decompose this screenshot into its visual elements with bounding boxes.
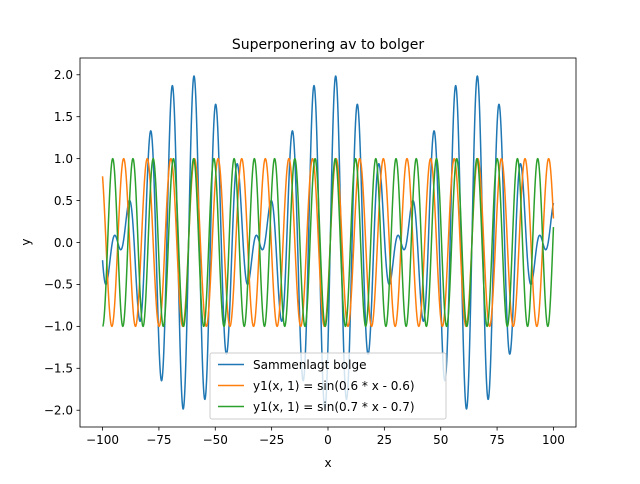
y-tick-label: −1.5: [44, 362, 73, 376]
chart-title: Superponering av to bolger: [232, 37, 424, 53]
series-line-1: [101, 75, 555, 410]
x-tick-label: −25: [259, 433, 284, 447]
y-tick-label: −1.0: [44, 320, 73, 334]
legend-box: [209, 352, 447, 420]
y-tick-label: −2.0: [44, 404, 73, 418]
x-tick-label: 0: [324, 433, 332, 447]
y-axis: −2.0 −1.5 −1.0 −0.5 0.0 0.5 1.0 1.5 2.0: [44, 68, 80, 418]
y-tick-label: 0.0: [54, 236, 73, 250]
plot-layer: [101, 75, 555, 410]
y-axis-title: y: [19, 238, 33, 245]
x-tick-label: −75: [146, 433, 171, 447]
x-tick-label: −50: [203, 433, 228, 447]
y-tick-label: 1.5: [54, 110, 73, 124]
legend-label-2: y1(x, 1) = sin(0.6 * x - 0.6): [253, 379, 415, 393]
legend-label-3: y1(x, 1) = sin(0.7 * x - 0.7): [253, 400, 415, 414]
legend: Sammenlagt bolge y1(x, 1) = sin(0.6 * x -…: [209, 352, 447, 420]
y-tick-label: −0.5: [44, 278, 73, 292]
x-tick-label: 25: [377, 433, 392, 447]
x-axis-title: x: [324, 456, 331, 470]
series-line-3: [101, 157, 555, 328]
x-tick-label: 100: [542, 433, 565, 447]
y-tick-label: 2.0: [54, 68, 73, 82]
x-tick-label: −100: [86, 433, 119, 447]
legend-label-1: Sammenlagt bolge: [253, 358, 366, 372]
x-tick-label: 75: [489, 433, 504, 447]
y-tick-label: 0.5: [54, 194, 73, 208]
y-tick-label: 1.0: [54, 152, 73, 166]
x-axis: −100 −75 −50 −25 0 25 50 75 100: [86, 427, 565, 447]
x-tick-label: 50: [433, 433, 448, 447]
